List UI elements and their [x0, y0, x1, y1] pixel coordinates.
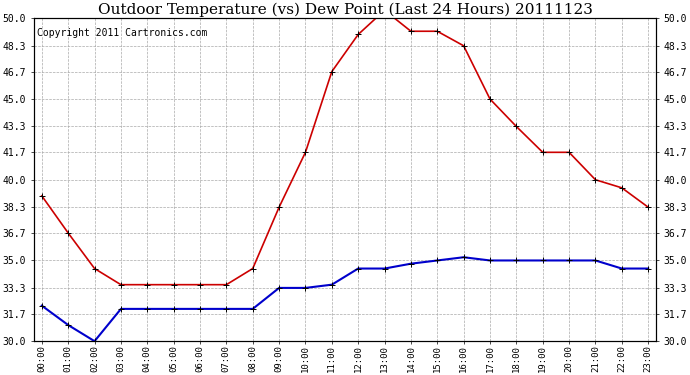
Title: Outdoor Temperature (vs) Dew Point (Last 24 Hours) 20111123: Outdoor Temperature (vs) Dew Point (Last… — [97, 3, 593, 17]
Text: Copyright 2011 Cartronics.com: Copyright 2011 Cartronics.com — [37, 28, 208, 38]
